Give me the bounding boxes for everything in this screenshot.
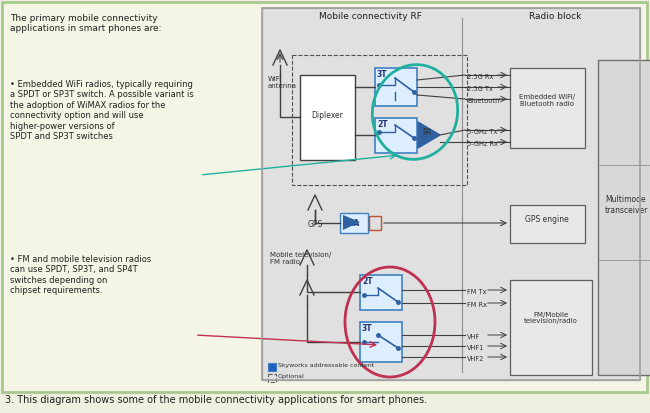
Polygon shape (343, 215, 360, 230)
Text: 5-GHz Tx: 5-GHz Tx (467, 129, 497, 135)
Text: VHF1: VHF1 (467, 345, 484, 351)
Bar (268, 363, 276, 371)
Text: GPS engine: GPS engine (525, 214, 569, 223)
Text: VHF: VHF (467, 334, 480, 340)
Bar (262, 8, 640, 380)
Bar (262, 8, 640, 380)
Text: PA: PA (422, 128, 432, 137)
Bar (360, 322, 402, 362)
Text: WiFi
antenna: WiFi antenna (268, 76, 297, 89)
Polygon shape (418, 122, 440, 148)
Text: Mobile connectivity RF: Mobile connectivity RF (318, 12, 421, 21)
Text: Optional: Optional (278, 374, 305, 379)
Bar (292, 55, 467, 185)
Text: 5-GHz Rx: 5-GHz Rx (467, 141, 498, 147)
Text: Skyworks addressable content: Skyworks addressable content (278, 363, 374, 368)
Text: Diplexer: Diplexer (311, 111, 343, 119)
Bar (510, 205, 585, 243)
Text: • FM and mobile television radios
can use SPDT, SP3T, and SP4T
switches dependin: • FM and mobile television radios can us… (10, 255, 151, 295)
Text: 2T: 2T (377, 120, 387, 129)
Text: FM/Mobile
television/radio: FM/Mobile television/radio (524, 311, 578, 325)
Bar (510, 280, 592, 375)
Text: 3T: 3T (362, 324, 372, 333)
Text: VHF2: VHF2 (467, 356, 484, 362)
Text: 3T: 3T (377, 70, 387, 79)
Text: 2.5G Tx: 2.5G Tx (467, 86, 493, 92)
Bar (340, 213, 368, 233)
Bar (360, 275, 402, 310)
Text: GPS: GPS (308, 220, 323, 229)
Text: Bluetooth: Bluetooth (467, 98, 499, 104)
Text: The primary mobile connectivity
applications in smart phones are:: The primary mobile connectivity applicat… (10, 14, 161, 33)
Text: Radio block: Radio block (529, 12, 581, 21)
Bar (375, 118, 417, 153)
Text: LNA: LNA (342, 219, 359, 228)
Text: 3. This diagram shows some of the mobile connectivity applications for smart pho: 3. This diagram shows some of the mobile… (5, 395, 427, 405)
Text: Embedded WiFi/
Bluetooth radio: Embedded WiFi/ Bluetooth radio (519, 93, 575, 107)
Text: FM Rx: FM Rx (467, 302, 487, 308)
Bar (300, 75, 355, 160)
Bar (268, 374, 276, 382)
Text: Mobile television/
FM radio: Mobile television/ FM radio (270, 252, 332, 265)
Bar (369, 216, 381, 230)
Text: Multimode
transceiver: Multimode transceiver (604, 195, 647, 215)
Text: 2T: 2T (362, 277, 372, 286)
Bar (598, 60, 650, 375)
Text: • Embedded WiFi radios, typically requiring
a SPDT or SP3T switch. A possible va: • Embedded WiFi radios, typically requir… (10, 80, 194, 141)
Bar (375, 68, 417, 106)
Text: 2.5G Rx: 2.5G Rx (467, 74, 493, 80)
Text: FM Tx: FM Tx (467, 289, 486, 295)
Bar (510, 68, 585, 148)
